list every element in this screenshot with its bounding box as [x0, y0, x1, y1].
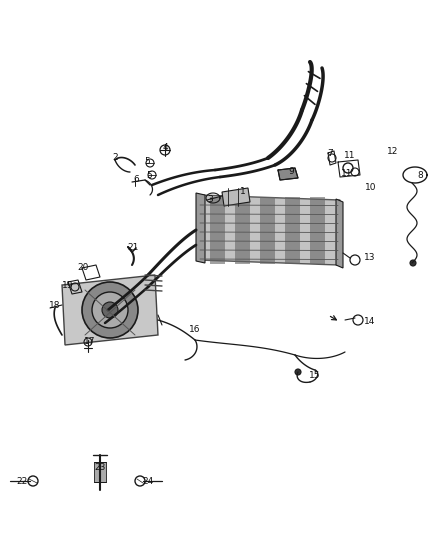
Circle shape: [295, 369, 301, 375]
Text: 7: 7: [327, 149, 333, 157]
Text: 15: 15: [309, 370, 321, 379]
Polygon shape: [62, 275, 158, 345]
Text: 11: 11: [341, 169, 353, 179]
Polygon shape: [235, 197, 250, 264]
Text: 16: 16: [189, 326, 201, 335]
Text: 5: 5: [146, 171, 152, 180]
Polygon shape: [222, 188, 250, 206]
Text: 11: 11: [344, 150, 356, 159]
Polygon shape: [198, 195, 340, 265]
Text: 21: 21: [127, 243, 139, 252]
Circle shape: [410, 260, 416, 266]
Circle shape: [102, 302, 118, 318]
Text: 23: 23: [94, 464, 106, 472]
Text: 2: 2: [112, 154, 118, 163]
Text: 12: 12: [387, 148, 399, 157]
Text: 20: 20: [78, 263, 88, 272]
Polygon shape: [196, 193, 205, 263]
Polygon shape: [310, 197, 325, 264]
Text: 9: 9: [288, 166, 294, 175]
Text: 17: 17: [84, 337, 96, 346]
Text: 1: 1: [240, 188, 246, 197]
Circle shape: [82, 282, 138, 338]
Text: 4: 4: [162, 143, 168, 152]
Text: 8: 8: [417, 171, 423, 180]
Text: 6: 6: [133, 175, 139, 184]
Polygon shape: [285, 197, 300, 264]
Text: 19: 19: [62, 280, 74, 289]
Text: 24: 24: [142, 477, 154, 486]
Text: 22: 22: [16, 477, 28, 486]
Text: 10: 10: [365, 183, 377, 192]
Polygon shape: [94, 462, 106, 482]
Circle shape: [92, 292, 128, 328]
Text: 5: 5: [144, 157, 150, 166]
Polygon shape: [260, 197, 275, 264]
Text: 14: 14: [364, 318, 376, 327]
Text: 13: 13: [364, 254, 376, 262]
Text: 18: 18: [49, 301, 61, 310]
Polygon shape: [336, 199, 343, 268]
Text: 3: 3: [207, 196, 213, 205]
Polygon shape: [278, 168, 298, 180]
Polygon shape: [210, 197, 225, 264]
